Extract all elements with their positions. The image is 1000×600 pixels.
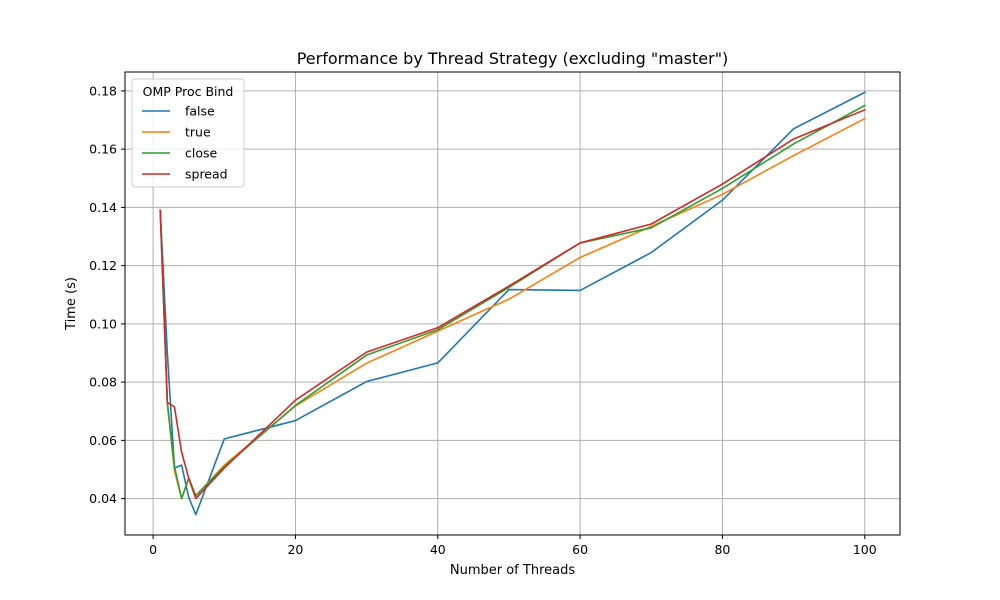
y-tick-label: 0.06 (89, 433, 117, 448)
series-line-false (159, 91, 866, 516)
y-tick-label: 0.16 (89, 142, 117, 157)
legend-label-close: close (185, 146, 218, 161)
x-axis-label: Number of Threads (450, 563, 575, 578)
legend-entries: false true close spread (142, 104, 228, 182)
legend-title: OMP Proc Bind (143, 84, 234, 99)
y-axis-label: Time (s) (64, 277, 79, 331)
x-tick-label: 100 (853, 542, 877, 557)
y-tick-label: 0.08 (89, 375, 117, 390)
x-tick-label: 0 (149, 542, 157, 557)
y-tick-label: 0.10 (89, 316, 117, 331)
legend-label-spread: spread (185, 167, 228, 182)
x-tick-label: 60 (572, 542, 588, 557)
legend-label-false: false (185, 104, 215, 119)
x-tick-label: 20 (287, 542, 303, 557)
x-tick-label: 80 (714, 542, 730, 557)
legend-box (131, 78, 245, 188)
legend-label-true: true (185, 125, 211, 140)
x-tick-label: 40 (430, 542, 446, 557)
y-tick-label: 0.14 (89, 200, 117, 215)
chart-title: Performance by Thread Strategy (excludin… (297, 49, 729, 68)
y-tick-label: 0.18 (89, 83, 117, 98)
legend: OMP Proc Bind false true close spread (131, 78, 245, 188)
series-line-spread (159, 108, 866, 500)
y-tick-label: 0.04 (89, 491, 117, 506)
series-line-close (159, 104, 866, 500)
series-lines (159, 91, 866, 516)
y-tick-label: 0.12 (89, 258, 117, 273)
axis-ticks: 0 20 40 60 80 100 0.04 0.06 0.08 0.10 0.12 0.14 0.16… (89, 83, 877, 557)
plot-area-frame (124, 71, 901, 536)
